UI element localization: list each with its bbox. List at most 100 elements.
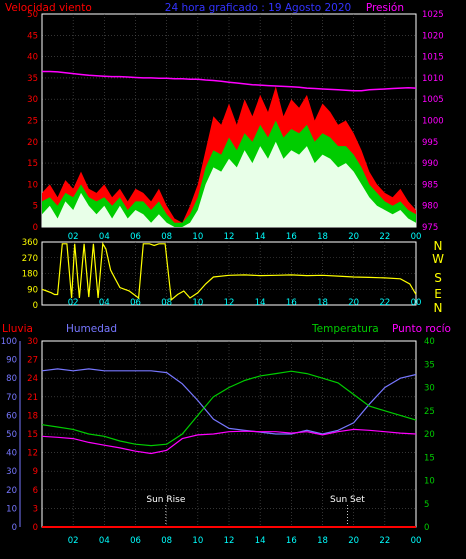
y-tick-label-wind: 5 bbox=[33, 202, 38, 212]
x-tick-label: 22 bbox=[379, 232, 390, 242]
y-tick-label-wind: 40 bbox=[27, 53, 38, 63]
y-tick-label-direction: 360 bbox=[22, 238, 38, 248]
x-tick-label: 10 bbox=[192, 536, 203, 546]
x-tick-label: 04 bbox=[99, 232, 110, 242]
dewpoint-line bbox=[41, 428, 417, 455]
y-tick-label-direction: 0 bbox=[33, 301, 38, 311]
x-tick-label: 22 bbox=[379, 298, 390, 308]
y-tick-label-humidity: 20 bbox=[6, 486, 17, 496]
sunset-label: Sun Set bbox=[330, 495, 365, 505]
y-tick-label-direction: 180 bbox=[22, 270, 38, 280]
x-tick-label: 06 bbox=[130, 536, 141, 546]
y-tick-label-wind: 10 bbox=[27, 180, 38, 190]
y-tick-label-pressure: 980 bbox=[422, 202, 438, 212]
humidity-temperature-chart: 0102030405060708090100036912151821242730… bbox=[1, 337, 435, 546]
y-tick-label-temperature: 30 bbox=[424, 384, 435, 394]
x-tick-label: 02 bbox=[68, 298, 79, 308]
temperature-title: Temperatura bbox=[311, 323, 379, 335]
dewpoint-title: Punto rocío bbox=[392, 323, 451, 335]
wind-direction-chart: 0 90 180 270 360 02 04 06 08 10 12 14 16 18 20 22 00 bbox=[22, 238, 422, 311]
x-tick-label: 16 bbox=[286, 232, 297, 242]
x-tick-label: 00 bbox=[411, 232, 422, 242]
x-tick-label: 08 bbox=[161, 536, 172, 546]
y-tick-label-rain: 27 bbox=[27, 356, 38, 366]
y-tick-label-temperature: 35 bbox=[424, 360, 435, 370]
y-tick-label-rain: 21 bbox=[27, 393, 38, 403]
y-tick-label-rain: 24 bbox=[27, 374, 38, 384]
y-tick-label-temperature: 15 bbox=[424, 453, 435, 463]
x-tick-label: 18 bbox=[317, 232, 328, 242]
y-tick-label-humidity: 10 bbox=[6, 504, 17, 514]
compass-w: W bbox=[432, 252, 444, 266]
x-tick-label: 06 bbox=[130, 232, 141, 242]
y-tick-label-rain: 30 bbox=[27, 337, 38, 347]
humidity-title: Humedad bbox=[66, 323, 117, 335]
y-tick-label-rain: 3 bbox=[33, 504, 38, 514]
x-tick-label: 00 bbox=[411, 298, 422, 308]
y-tick-label-direction: 270 bbox=[22, 254, 38, 264]
y-tick-label-pressure: 1005 bbox=[422, 95, 444, 105]
x-tick-label: 20 bbox=[348, 232, 359, 242]
y-tick-label-wind: 45 bbox=[27, 31, 38, 41]
y-tick-label-wind: 35 bbox=[27, 74, 38, 84]
x-tick-label: 16 bbox=[286, 298, 297, 308]
y-tick-label-wind: 30 bbox=[27, 95, 38, 105]
x-tick-label: 06 bbox=[130, 298, 141, 308]
y-tick-label-pressure: 1025 bbox=[422, 10, 444, 20]
x-tick-label: 12 bbox=[224, 536, 235, 546]
pressure-title: Presión bbox=[366, 2, 404, 14]
chart-date-title: 24 hora graficado : 19 Agosto 2020 bbox=[165, 2, 351, 14]
x-tick-label: 04 bbox=[99, 298, 110, 308]
y-tick-label-humidity: 70 bbox=[6, 393, 17, 403]
y-tick-label-pressure: 985 bbox=[422, 180, 438, 190]
y-tick-label-wind: 25 bbox=[27, 117, 38, 127]
x-tick-label: 14 bbox=[255, 298, 266, 308]
x-tick-label: 02 bbox=[68, 232, 79, 242]
y-tick-label-wind: 50 bbox=[27, 10, 38, 20]
x-tick-label: 12 bbox=[224, 298, 235, 308]
y-tick-label-humidity: 0 bbox=[12, 523, 17, 533]
y-tick-label-rain: 15 bbox=[27, 430, 38, 440]
x-tick-label: 16 bbox=[286, 536, 297, 546]
humidity-line bbox=[41, 368, 417, 435]
y-tick-label-humidity: 40 bbox=[6, 449, 17, 459]
y-tick-label-temperature: 25 bbox=[424, 407, 435, 417]
wind-speed-title: Velocidad viento bbox=[5, 2, 92, 14]
y-tick-label-rain: 9 bbox=[33, 467, 38, 477]
y-tick-label-rain: 6 bbox=[33, 486, 38, 496]
sunrise-label: Sun Rise bbox=[146, 495, 185, 505]
wind-low-area bbox=[42, 141, 416, 227]
compass-n-top: N bbox=[434, 239, 443, 253]
x-tick-label: 12 bbox=[224, 232, 235, 242]
y-tick-label-temperature: 10 bbox=[424, 477, 435, 487]
y-tick-label-pressure: 995 bbox=[422, 138, 438, 148]
y-tick-label-wind: 20 bbox=[27, 138, 38, 148]
x-tick-label: 18 bbox=[317, 298, 328, 308]
y-tick-label-humidity: 60 bbox=[6, 411, 17, 421]
x-tick-label: 08 bbox=[161, 298, 172, 308]
x-tick-label: 20 bbox=[348, 298, 359, 308]
x-tick-label: 22 bbox=[379, 536, 390, 546]
rain-title: Lluvia bbox=[2, 323, 33, 335]
y-tick-label-pressure: 990 bbox=[422, 159, 438, 169]
y-tick-label-rain: 18 bbox=[27, 411, 38, 421]
y-tick-label-pressure: 1020 bbox=[422, 31, 444, 41]
y-tick-label-pressure: 1010 bbox=[422, 74, 444, 84]
y-tick-label-humidity: 80 bbox=[6, 374, 17, 384]
x-tick-label: 20 bbox=[348, 536, 359, 546]
compass-n-bottom: N bbox=[434, 301, 443, 315]
x-tick-label: 10 bbox=[192, 232, 203, 242]
x-tick-label: 10 bbox=[192, 298, 203, 308]
y-tick-label-wind: 15 bbox=[27, 159, 38, 169]
y-tick-label-humidity: 50 bbox=[6, 430, 17, 440]
y-tick-label-pressure: 975 bbox=[422, 223, 438, 233]
compass-e: E bbox=[434, 287, 442, 301]
x-tick-label: 14 bbox=[255, 536, 266, 546]
y-tick-label-direction: 90 bbox=[27, 285, 38, 295]
y-tick-label-rain: 12 bbox=[27, 449, 38, 459]
x-tick-label: 02 bbox=[68, 536, 79, 546]
y-tick-label-rain: 0 bbox=[33, 523, 38, 533]
x-tick-label: 08 bbox=[161, 232, 172, 242]
